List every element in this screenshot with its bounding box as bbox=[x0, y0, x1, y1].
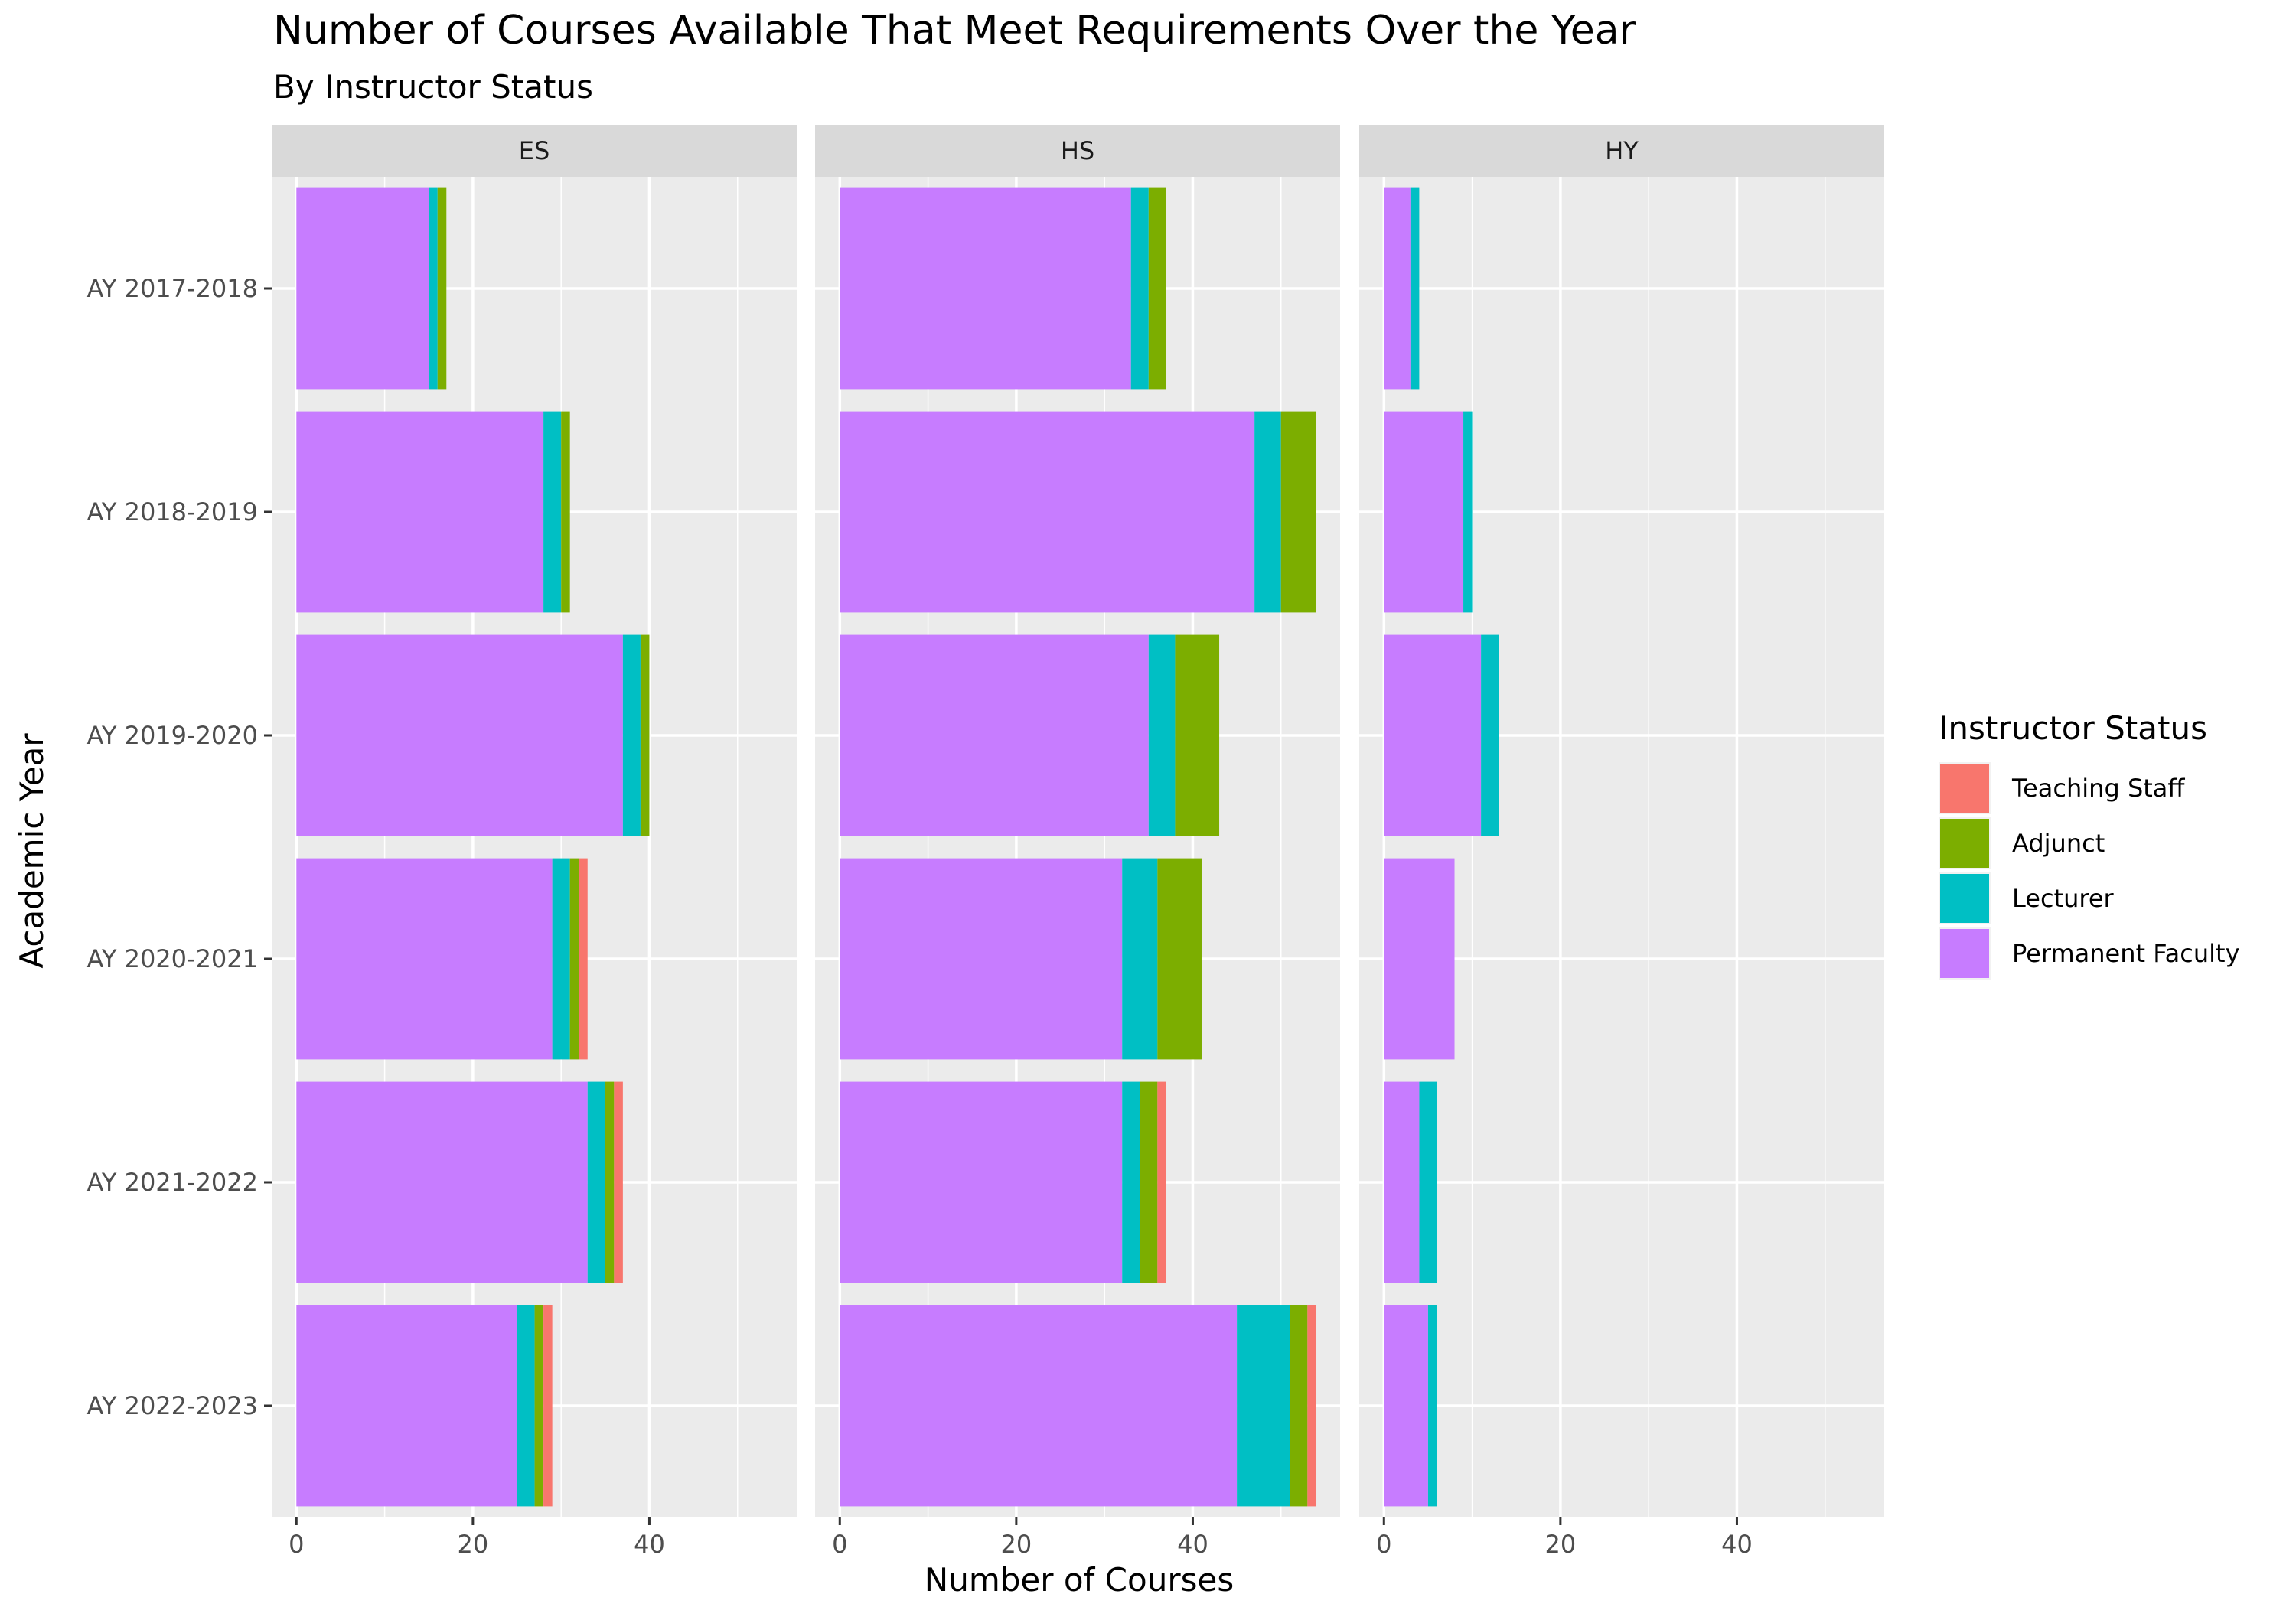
bar-hs-teaching-staff bbox=[1307, 1305, 1316, 1507]
legend-swatch-adjunct bbox=[1940, 819, 1989, 868]
legend-swatch-teaching-staff bbox=[1940, 764, 1989, 813]
bar-hs-lecturer bbox=[1254, 411, 1281, 613]
bar-hs-adjunct bbox=[1290, 1305, 1308, 1507]
x-tick-label: 0 bbox=[832, 1530, 847, 1559]
x-tick-label: 40 bbox=[1177, 1530, 1208, 1559]
facet-strip-hs bbox=[815, 125, 1340, 177]
panel-background-hs bbox=[815, 177, 1340, 1517]
bar-es-permanent-faculty bbox=[296, 1081, 588, 1283]
bar-es-teaching-staff bbox=[579, 858, 588, 1060]
bar-es-adjunct bbox=[569, 858, 579, 1060]
x-tick-label: 20 bbox=[1545, 1530, 1577, 1559]
y-tick-label: AY 2017-2018 bbox=[86, 274, 258, 303]
facet-label-hs: HS bbox=[1061, 136, 1094, 165]
bar-es-lecturer bbox=[543, 411, 562, 613]
legend-title: Instructor Status bbox=[1939, 709, 2207, 747]
y-tick-label: AY 2018-2019 bbox=[86, 497, 258, 526]
bar-es-teaching-staff bbox=[543, 1305, 553, 1507]
bar-hs-adjunct bbox=[1175, 634, 1220, 836]
bar-es-permanent-faculty bbox=[296, 1305, 517, 1507]
bar-hy-lecturer bbox=[1481, 634, 1499, 836]
bar-hs-permanent-faculty bbox=[840, 411, 1255, 613]
bar-es-permanent-faculty bbox=[296, 634, 623, 836]
legend-label-permanent-faculty: Permanent Faculty bbox=[2012, 939, 2240, 968]
bar-hs-lecturer bbox=[1237, 1305, 1290, 1507]
bar-hs-lecturer bbox=[1122, 1081, 1140, 1283]
chart-subtitle: By Instructor Status bbox=[273, 68, 593, 106]
x-tick-label: 40 bbox=[634, 1530, 665, 1559]
y-tick-label: AY 2021-2022 bbox=[86, 1168, 258, 1197]
facet-panel-es: ES 0 20 40 bbox=[272, 125, 797, 1559]
y-tick-label: AY 2020-2021 bbox=[86, 944, 258, 973]
bar-es-permanent-faculty bbox=[296, 411, 544, 613]
bar-hy-permanent-faculty bbox=[1384, 411, 1464, 613]
facet-panel-hy: HY 0 20 40 bbox=[1359, 125, 1884, 1559]
legend-label-lecturer: Lecturer bbox=[2012, 884, 2115, 913]
facet-strip-es bbox=[272, 125, 797, 177]
bar-es-lecturer bbox=[517, 1305, 535, 1507]
bar-hy-permanent-faculty bbox=[1384, 1305, 1428, 1507]
bar-hs-adjunct bbox=[1140, 1081, 1158, 1283]
bar-hs-permanent-faculty bbox=[840, 1081, 1123, 1283]
legend-swatch-lecturer bbox=[1940, 874, 1989, 923]
bar-hs-adjunct bbox=[1148, 187, 1166, 390]
bar-hy-lecturer bbox=[1463, 411, 1473, 613]
y-axis: AY 2017-2018 AY 2018-2019 AY 2019-2020 AY 2… bbox=[86, 274, 272, 1420]
facet-panels: ES 0 20 40 HS 0 20 40 HY 0 20 40 bbox=[272, 125, 1884, 1559]
bar-es-adjunct bbox=[437, 187, 447, 390]
bar-es-lecturer bbox=[552, 858, 570, 1060]
panel-background-es bbox=[272, 177, 797, 1517]
panel-background-hy bbox=[1359, 177, 1884, 1517]
facet-label-hy: HY bbox=[1605, 136, 1639, 165]
x-tick-label: 0 bbox=[289, 1530, 304, 1559]
legend-swatch-permanent-faculty bbox=[1940, 929, 1989, 978]
bar-hs-lecturer bbox=[1122, 858, 1158, 1060]
bar-hy-permanent-faculty bbox=[1384, 187, 1411, 390]
bar-hy-permanent-faculty bbox=[1384, 858, 1455, 1060]
bar-hs-lecturer bbox=[1148, 634, 1176, 836]
bar-hy-lecturer bbox=[1419, 1081, 1437, 1283]
y-tick-label: AY 2022-2023 bbox=[86, 1391, 258, 1420]
chart-title: Number of Courses Available That Meet Re… bbox=[273, 8, 1636, 54]
x-tick-label: 20 bbox=[1001, 1530, 1032, 1559]
legend-label-adjunct: Adjunct bbox=[2012, 829, 2105, 858]
bar-es-lecturer bbox=[622, 634, 641, 836]
bar-es-permanent-faculty bbox=[296, 858, 553, 1060]
bar-es-lecturer bbox=[587, 1081, 605, 1283]
bar-hy-permanent-faculty bbox=[1384, 1081, 1420, 1283]
y-tick-label: AY 2019-2020 bbox=[86, 721, 258, 750]
bar-es-adjunct bbox=[605, 1081, 615, 1283]
bar-es-lecturer bbox=[429, 187, 438, 390]
bar-hy-lecturer bbox=[1410, 187, 1420, 390]
bar-hy-lecturer bbox=[1427, 1305, 1437, 1507]
bar-es-permanent-faculty bbox=[296, 187, 429, 390]
bar-hs-permanent-faculty bbox=[840, 1305, 1238, 1507]
bar-hs-adjunct bbox=[1157, 858, 1202, 1060]
bar-hs-adjunct bbox=[1280, 411, 1316, 613]
bar-es-adjunct bbox=[561, 411, 570, 613]
bar-hs-teaching-staff bbox=[1157, 1081, 1166, 1283]
bar-hs-permanent-faculty bbox=[840, 634, 1149, 836]
bar-es-adjunct bbox=[534, 1305, 544, 1507]
bar-es-adjunct bbox=[640, 634, 650, 836]
x-tick-label: 20 bbox=[458, 1530, 489, 1559]
facet-strip-hy bbox=[1359, 125, 1884, 177]
x-axis-title: Number of Courses bbox=[925, 1561, 1234, 1599]
legend: Instructor Status Teaching Staff Adjunct L… bbox=[1939, 709, 2240, 980]
bar-hs-lecturer bbox=[1130, 187, 1149, 390]
legend-label-teaching-staff: Teaching Staff bbox=[2011, 774, 2185, 803]
facet-label-es: ES bbox=[519, 136, 550, 165]
bar-hs-permanent-faculty bbox=[840, 187, 1131, 390]
x-tick-label: 0 bbox=[1376, 1530, 1391, 1559]
bar-hy-permanent-faculty bbox=[1384, 634, 1482, 836]
bar-es-teaching-staff bbox=[614, 1081, 623, 1283]
facet-panel-hs: HS 0 20 40 bbox=[815, 125, 1340, 1559]
y-axis-title: Academic Year bbox=[13, 733, 51, 969]
bar-hs-permanent-faculty bbox=[840, 858, 1123, 1060]
x-tick-label: 40 bbox=[1721, 1530, 1753, 1559]
